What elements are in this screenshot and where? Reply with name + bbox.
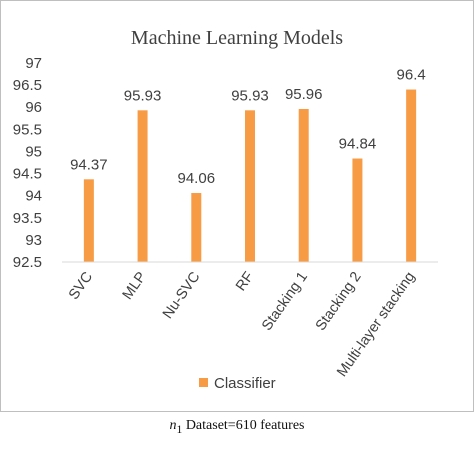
bar-chart: Machine Learning Models 92.5 93 93.5 94 94.5… [13, 27, 438, 392]
bar [191, 193, 202, 262]
bar [245, 110, 255, 262]
bar [352, 158, 363, 262]
bar [406, 89, 417, 263]
y-tick-label: 97 [25, 55, 42, 72]
bars [83, 89, 417, 263]
x-tick-label: SVC [66, 269, 96, 303]
legend-label: Classifier [214, 375, 276, 392]
legend-swatch [199, 378, 208, 387]
legend: Classifier [199, 375, 276, 392]
data-label: 94.84 [339, 136, 377, 153]
x-tick-label: Stacking 1 [259, 269, 311, 334]
chart-title: Machine Learning Models [131, 27, 343, 49]
caption-text: Dataset=610 features [182, 418, 305, 433]
x-tick-label: Nu-SVC [160, 269, 204, 322]
chart-frame [0, 0, 474, 412]
x-tick-label: RF [233, 269, 257, 294]
bar [137, 110, 148, 262]
y-tick-label: 96.5 [13, 77, 42, 94]
y-tick-label: 92.5 [13, 254, 42, 271]
y-tick-label: 96 [25, 99, 42, 116]
x-axis: SVC MLP Nu-SVC RF Stacking 1 Stacking 2Multi-… [62, 261, 438, 380]
caption-sub: 1 [176, 422, 183, 436]
data-label: 96.4 [397, 67, 426, 84]
y-tick-label: 94.5 [13, 166, 42, 183]
data-label: 95.96 [285, 86, 323, 103]
x-tick-label: MLP [120, 269, 150, 303]
bar [83, 179, 94, 262]
y-axis: 92.5 93 93.5 94 94.5 95 95.5 96 96.5 97 [13, 55, 42, 271]
y-tick-label: 93 [25, 232, 42, 249]
y-tick-label: 93.5 [13, 210, 42, 227]
y-tick-label: 95 [25, 143, 42, 160]
data-labels: 94.37 95.93 94.06 95.93 95.96 94.84 96.4 [70, 67, 426, 187]
figure-caption: n1 Dataset=610 features [0, 418, 474, 436]
y-tick-label: 94 [25, 188, 42, 205]
data-label: 94.06 [178, 170, 216, 187]
data-label: 94.37 [70, 156, 108, 173]
caption-n: n [169, 418, 177, 433]
data-label: 95.93 [124, 87, 162, 104]
bar [298, 108, 309, 262]
data-label: 95.93 [231, 87, 269, 104]
y-tick-label: 95.5 [13, 121, 42, 138]
x-tick-label: Stacking 2 [313, 269, 365, 334]
